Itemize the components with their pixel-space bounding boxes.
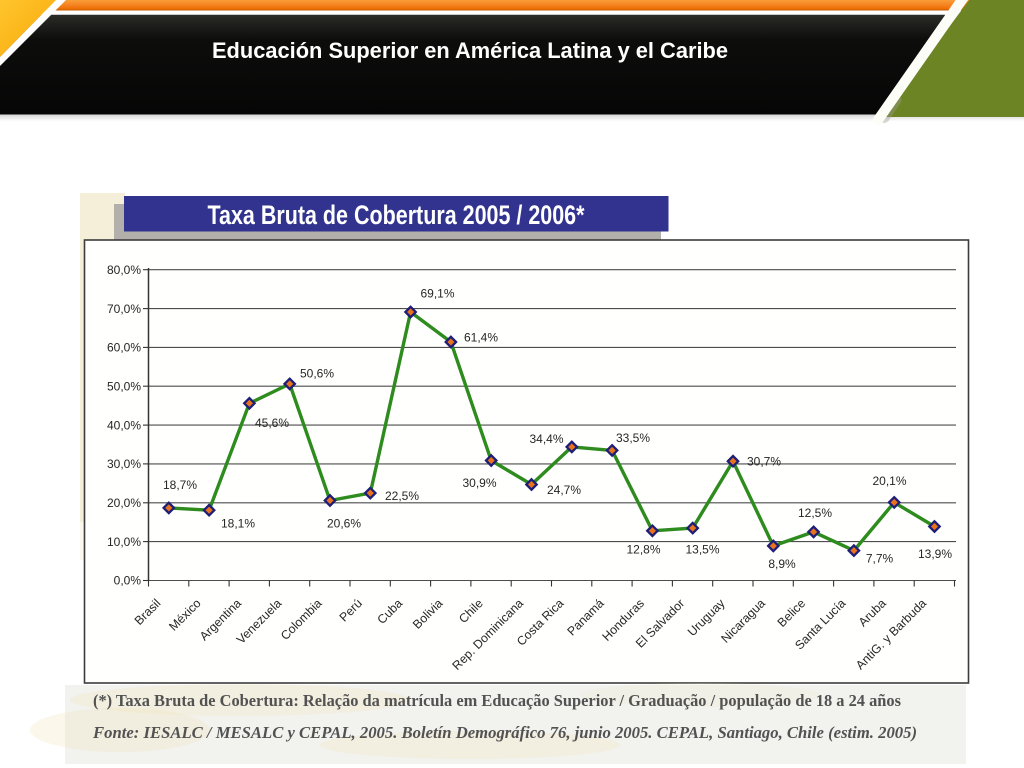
svg-text:7,7%: 7,7% bbox=[866, 552, 894, 566]
svg-text:33,5%: 33,5% bbox=[616, 431, 650, 445]
svg-text:20,1%: 20,1% bbox=[872, 474, 906, 488]
svg-text:50,6%: 50,6% bbox=[300, 367, 334, 381]
svg-text:60,0%: 60,0% bbox=[107, 341, 141, 355]
svg-text:10,0%: 10,0% bbox=[107, 535, 141, 549]
svg-text:80,0%: 80,0% bbox=[107, 263, 141, 277]
svg-text:69,1%: 69,1% bbox=[420, 287, 454, 301]
svg-text:20,6%: 20,6% bbox=[327, 517, 361, 531]
svg-text:61,4%: 61,4% bbox=[464, 331, 498, 345]
svg-text:12,5%: 12,5% bbox=[798, 506, 832, 520]
svg-text:13,9%: 13,9% bbox=[918, 547, 952, 561]
svg-text:13,5%: 13,5% bbox=[685, 543, 719, 557]
svg-text:12,8%: 12,8% bbox=[626, 543, 660, 557]
svg-text:30,0%: 30,0% bbox=[107, 457, 141, 471]
svg-text:Educación Superior en América: Educación Superior en América Latina y e… bbox=[212, 38, 728, 63]
svg-text:18,7%: 18,7% bbox=[163, 478, 197, 492]
svg-text:30,7%: 30,7% bbox=[747, 455, 781, 469]
svg-text:34,4%: 34,4% bbox=[529, 432, 563, 446]
svg-text:50,0%: 50,0% bbox=[107, 379, 141, 393]
svg-text:8,9%: 8,9% bbox=[768, 557, 796, 571]
svg-text:70,0%: 70,0% bbox=[107, 302, 141, 316]
svg-text:24,7%: 24,7% bbox=[547, 483, 581, 497]
svg-text:40,0%: 40,0% bbox=[107, 418, 141, 432]
svg-text:0,0%: 0,0% bbox=[114, 574, 142, 588]
svg-text:(*) Taxa Bruta de Cobertura: R: (*) Taxa Bruta de Cobertura: Relação da … bbox=[93, 691, 902, 710]
svg-text:18,1%: 18,1% bbox=[221, 517, 255, 531]
svg-text:Fonte: IESALC / MESALC y CEPAL: Fonte: IESALC / MESALC y CEPAL, 2005. Bo… bbox=[92, 723, 917, 742]
svg-text:45,6%: 45,6% bbox=[255, 416, 289, 430]
svg-text:22,5%: 22,5% bbox=[385, 489, 419, 503]
svg-text:Taxa Bruta de Cobertura 2005 /: Taxa Bruta de Cobertura 2005 / 2006* bbox=[208, 200, 585, 230]
svg-text:30,9%: 30,9% bbox=[462, 476, 496, 490]
svg-text:20,0%: 20,0% bbox=[107, 496, 141, 510]
